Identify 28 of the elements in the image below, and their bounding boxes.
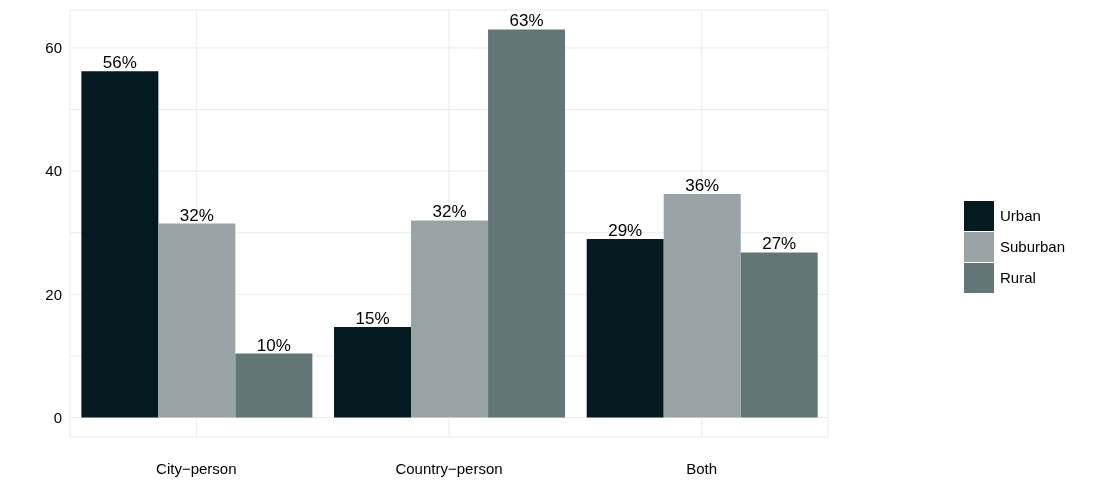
- data-label: 36%: [685, 175, 720, 195]
- bar: [235, 353, 313, 418]
- x-tick-label: Country−person: [395, 459, 503, 477]
- bar: [586, 238, 664, 418]
- data-label: 10%: [256, 335, 291, 355]
- bar: [334, 327, 412, 418]
- bar: [740, 252, 818, 418]
- legend-label: Suburban: [1000, 238, 1066, 255]
- bar: [411, 220, 489, 418]
- data-label: 15%: [355, 309, 390, 329]
- data-label: 56%: [102, 53, 137, 73]
- y-tick-label: 60: [45, 39, 62, 57]
- bar: [488, 29, 566, 418]
- data-label: 32%: [179, 205, 214, 225]
- bar: [158, 223, 236, 418]
- legend-label: Urban: [1000, 207, 1041, 224]
- data-label: 27%: [762, 234, 797, 254]
- x-tick-label: City−person: [156, 459, 237, 477]
- y-tick-label: 20: [45, 285, 62, 303]
- bar: [663, 193, 741, 418]
- y-tick-label: 40: [45, 162, 62, 180]
- y-tick-label: 0: [53, 408, 62, 426]
- x-tick-label: Both: [686, 459, 718, 477]
- data-label: 32%: [432, 202, 467, 222]
- data-label: 63%: [509, 11, 544, 31]
- bar: [81, 71, 159, 418]
- data-label: 29%: [608, 220, 643, 240]
- legend-label: Rural: [1000, 269, 1036, 286]
